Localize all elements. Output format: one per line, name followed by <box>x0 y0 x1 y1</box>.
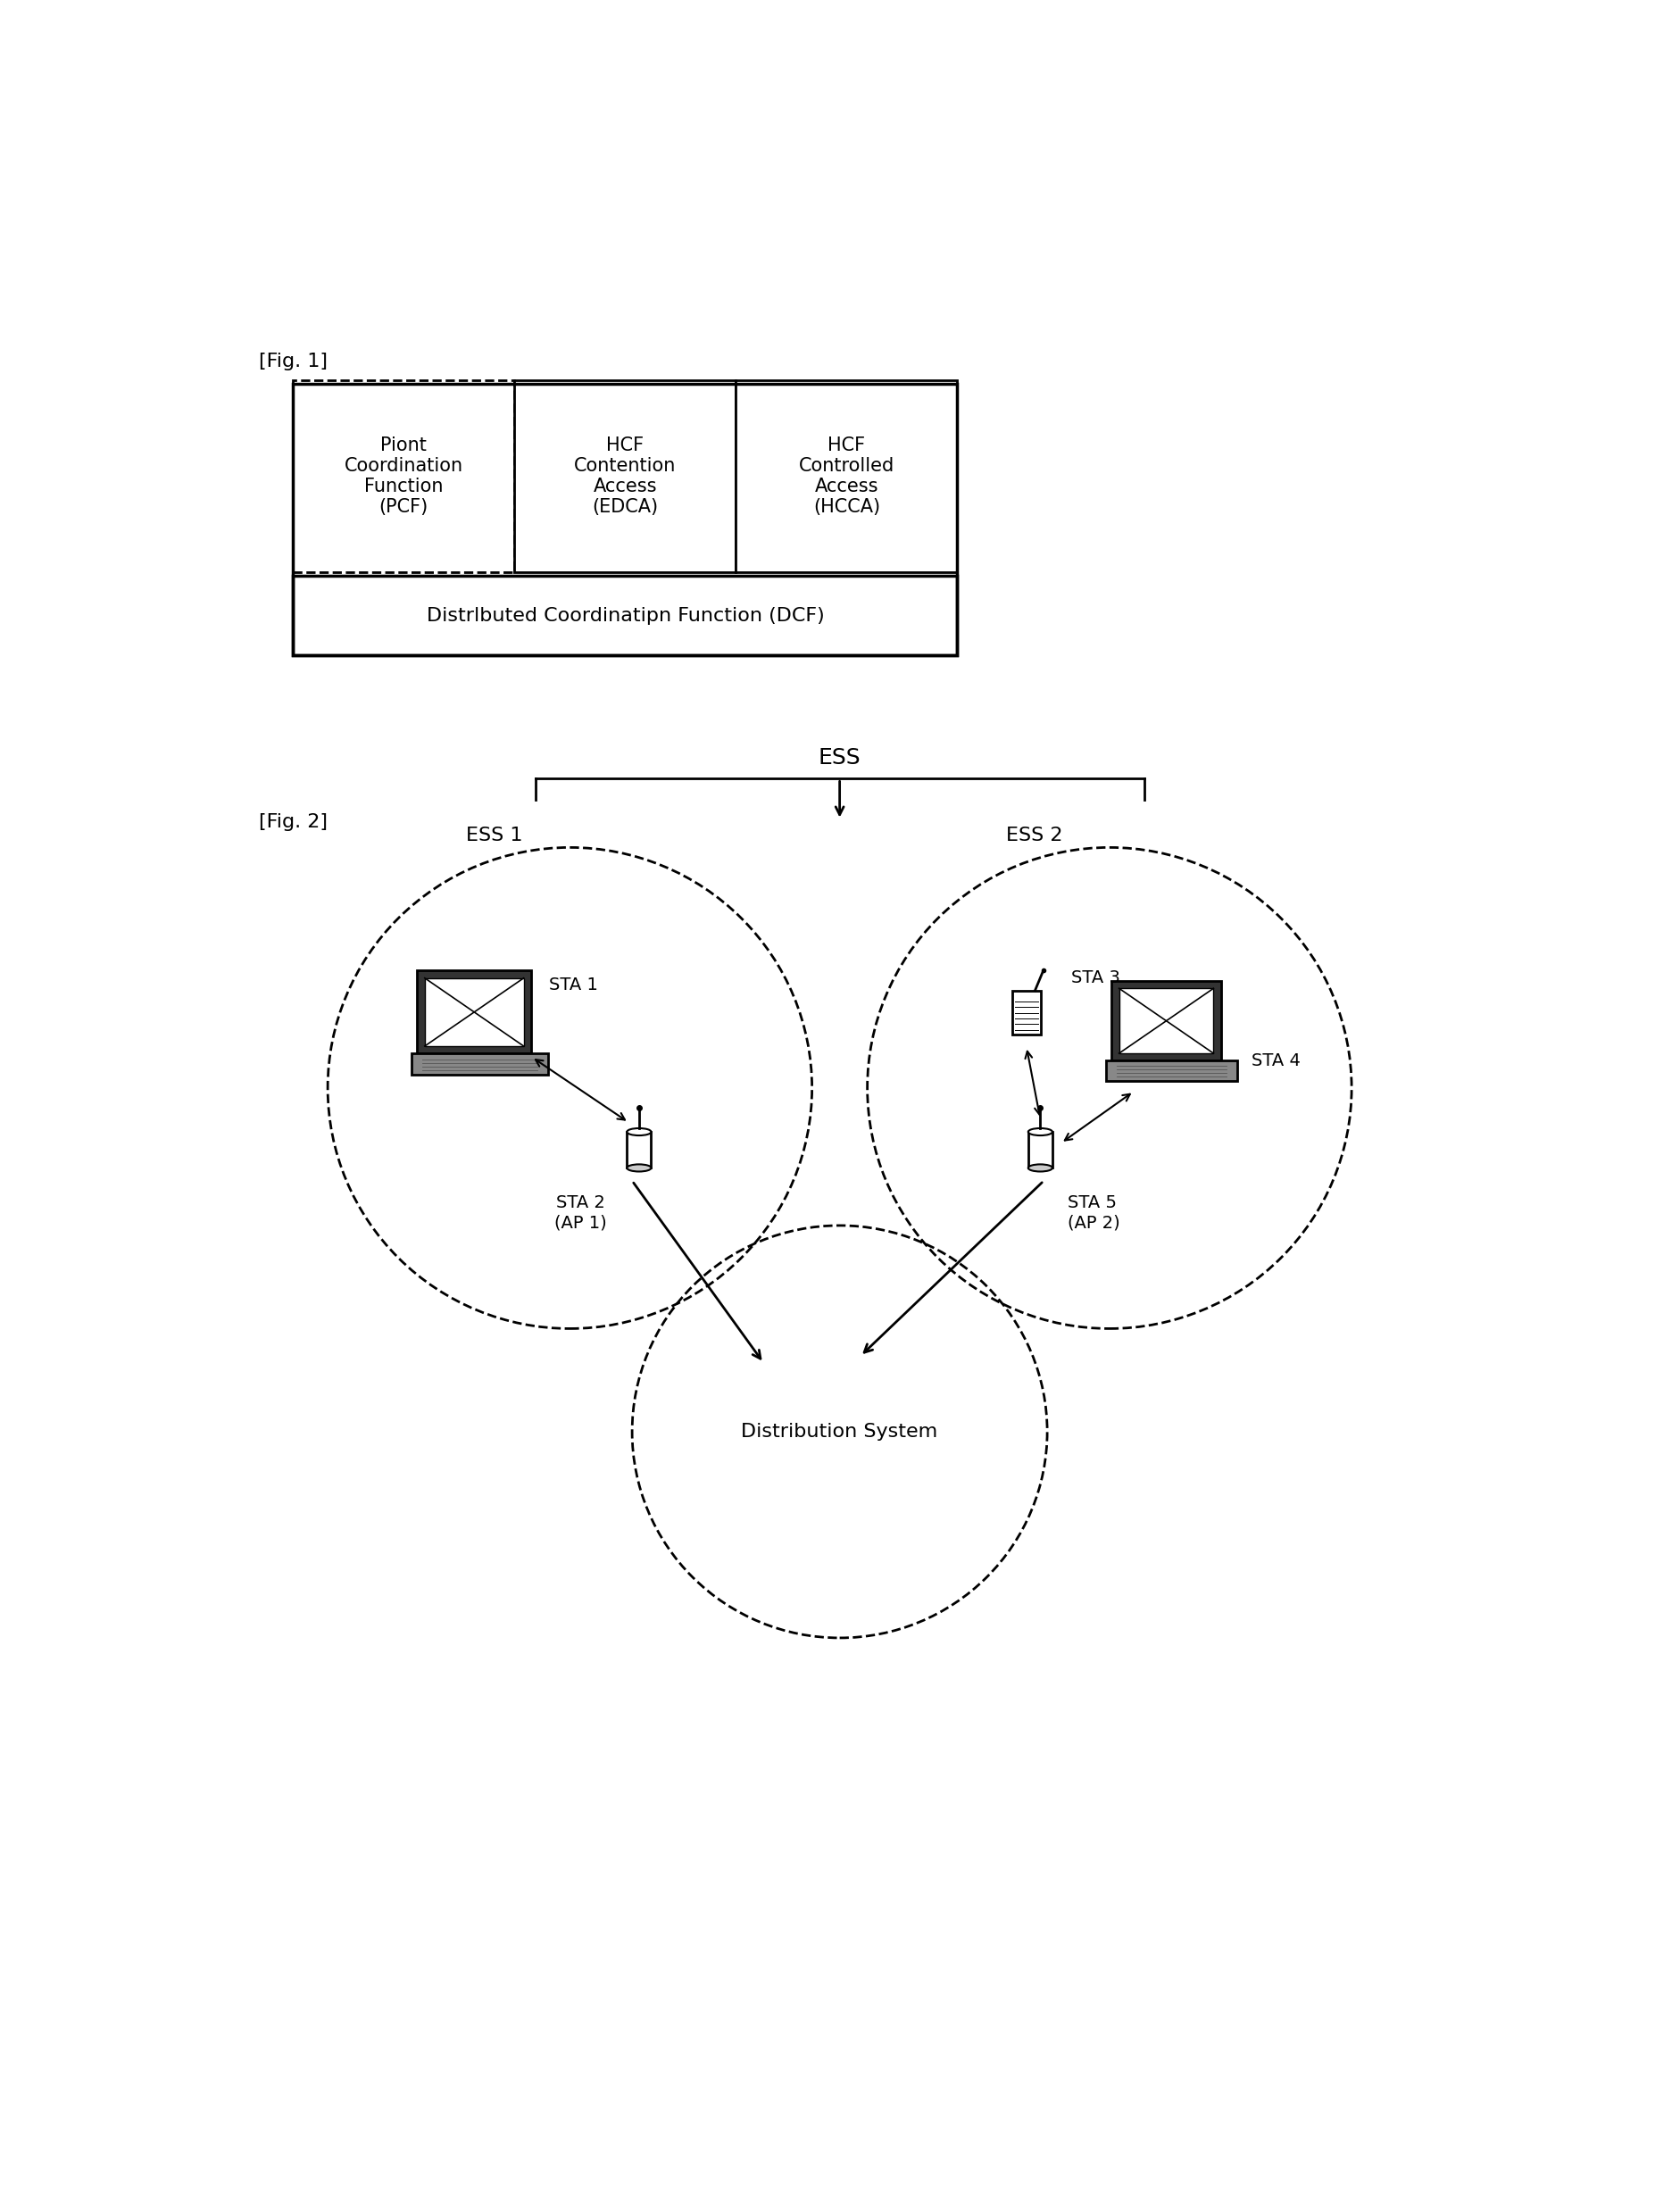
Text: Distrlbuted Coordinatipn Function (DCF): Distrlbuted Coordinatipn Function (DCF) <box>427 606 823 624</box>
Polygon shape <box>417 971 531 1055</box>
Bar <box>1028 1132 1052 1167</box>
Text: STA 2
(AP 1): STA 2 (AP 1) <box>554 1194 606 1232</box>
Polygon shape <box>1119 988 1213 1052</box>
Text: ESS: ESS <box>818 747 860 769</box>
Text: ESS 1: ESS 1 <box>465 827 522 845</box>
Ellipse shape <box>627 1128 650 1136</box>
Bar <box>627 1132 650 1167</box>
Text: STA 5
(AP 2): STA 5 (AP 2) <box>1067 1194 1121 1232</box>
Polygon shape <box>425 977 524 1046</box>
Polygon shape <box>1110 982 1220 1061</box>
Ellipse shape <box>1028 1128 1052 1136</box>
Bar <box>1011 991 1040 1035</box>
Ellipse shape <box>1028 1165 1052 1172</box>
Polygon shape <box>1105 1061 1236 1081</box>
Text: STA 4: STA 4 <box>1250 1052 1300 1070</box>
Bar <box>736 380 958 573</box>
Bar <box>292 577 958 654</box>
Polygon shape <box>412 1055 548 1075</box>
Text: HCF
Controlled
Access
(HCCA): HCF Controlled Access (HCCA) <box>798 436 894 517</box>
Ellipse shape <box>627 1165 650 1172</box>
Bar <box>514 380 736 573</box>
Text: Piont
Coordination
Function
(PCF): Piont Coordination Function (PCF) <box>344 436 464 517</box>
Bar <box>292 383 958 654</box>
Text: [Fig. 2]: [Fig. 2] <box>259 814 328 831</box>
Text: STA 1: STA 1 <box>549 977 598 993</box>
Text: STA 3: STA 3 <box>1070 971 1121 986</box>
Text: Distribution System: Distribution System <box>741 1422 937 1442</box>
Text: HCF
Contention
Access
(EDCA): HCF Contention Access (EDCA) <box>575 436 675 517</box>
Bar <box>292 380 514 573</box>
Text: ESS 2: ESS 2 <box>1005 827 1062 845</box>
Text: [Fig. 1]: [Fig. 1] <box>259 352 328 371</box>
